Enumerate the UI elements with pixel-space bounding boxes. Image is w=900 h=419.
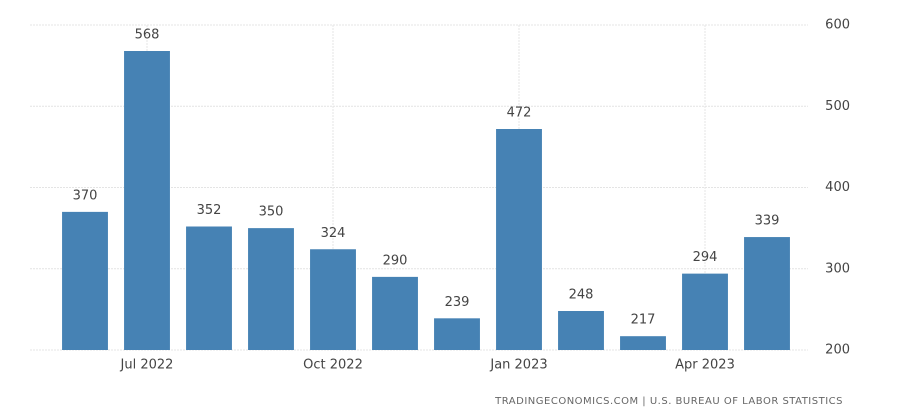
value-label: 248: [569, 288, 594, 303]
value-label: 370: [73, 188, 98, 203]
bar: [310, 249, 356, 350]
x-tick-label: Jan 2023: [489, 358, 547, 373]
value-label: 568: [135, 28, 160, 43]
value-label: 217: [631, 313, 656, 328]
x-tick-label: Oct 2022: [303, 358, 363, 373]
value-label: 339: [755, 214, 780, 229]
value-label: 294: [693, 250, 718, 265]
bar: [682, 273, 728, 350]
y-tick-label: 200: [825, 343, 850, 358]
value-label: 350: [259, 205, 284, 220]
x-tick-label: Jul 2022: [120, 358, 174, 373]
bar: [744, 237, 790, 350]
bar: [496, 129, 542, 350]
value-label: 239: [445, 295, 470, 310]
bar: [62, 211, 108, 350]
y-tick-label: 300: [825, 261, 850, 276]
bar: [620, 336, 666, 350]
y-tick-label: 400: [825, 180, 850, 195]
y-tick-label: 600: [825, 18, 850, 33]
value-label: 290: [383, 253, 408, 268]
value-label: 352: [197, 203, 222, 218]
bar: [124, 51, 170, 350]
value-label: 324: [321, 226, 346, 241]
bar: [248, 228, 294, 350]
bar: [434, 318, 480, 350]
value-label: 472: [507, 106, 532, 121]
bar: [186, 226, 232, 350]
bar: [558, 311, 604, 350]
bar: [372, 276, 418, 350]
y-tick-label: 500: [825, 99, 850, 114]
x-tick-label: Apr 2023: [675, 358, 735, 373]
source: TRADINGECONOMICS.COM | U.S. BUREAU OF LA…: [494, 396, 843, 407]
